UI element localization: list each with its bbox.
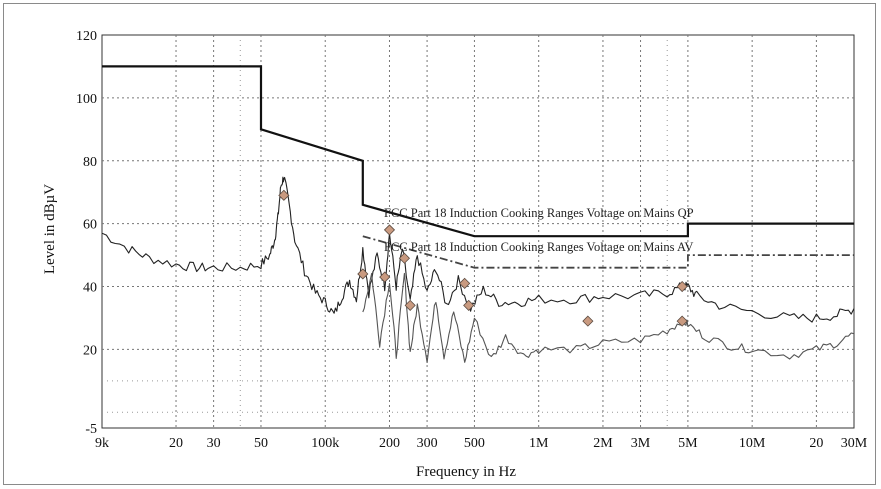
y-tick-label: -5	[85, 422, 97, 437]
emission-chart: 120 100 80 60 40 20 -5 9k 20 30 50 100k 200 300 500 1M…	[42, 29, 868, 480]
x-tick-label: 20	[169, 436, 183, 451]
measurement-marker	[459, 277, 471, 289]
measurement-marker	[676, 315, 688, 327]
x-tick-labels: 9k 20 30 50 100k 200 300 500 1M 2M 3M 5M 10M 20 30M	[95, 436, 868, 451]
y-tick-label: 60	[83, 218, 97, 233]
x-axis-title: Frequency in Hz	[416, 464, 516, 480]
measurement-marker	[398, 252, 411, 264]
measurement-marker	[676, 280, 688, 293]
x-tick-label: 50	[254, 436, 268, 451]
y-tick-label: 40	[83, 281, 97, 296]
limit-label-qp: FCC Part 18 Induction Cooking Ranges Vol…	[384, 206, 694, 220]
measurement-marker	[463, 299, 475, 311]
x-tick-label: 1M	[529, 436, 549, 451]
qp-limit-line	[102, 65, 854, 238]
x-tick-label: 30	[207, 436, 221, 451]
x-tick-label: 100k	[311, 436, 339, 451]
x-tick-label: 2M	[593, 436, 613, 451]
x-tick-label: 30M	[841, 436, 868, 451]
y-tick-label: 100	[76, 92, 97, 107]
x-tick-label: 20	[809, 436, 823, 451]
x-tick-label: 9k	[95, 436, 109, 451]
measurement-marker	[357, 268, 369, 280]
y-axis-title: Level in dBµV	[42, 184, 58, 274]
chart-frame: 120 100 80 60 40 20 -5 9k 20 30 50 100k 200 300 500 1M…	[3, 3, 876, 485]
average-trace	[362, 272, 854, 364]
y-tick-label: 80	[83, 155, 97, 170]
measurement-marker	[404, 299, 416, 311]
x-tick-label: 10M	[739, 436, 766, 451]
limit-label-av: FCC Part 18 Induction Cooking Ranges Vol…	[384, 240, 693, 254]
x-tick-label: 200	[379, 436, 400, 451]
measurement-marker	[379, 271, 391, 283]
y-tick-label: 20	[83, 343, 97, 358]
y-tick-label: 120	[76, 29, 97, 44]
x-tick-label: 300	[417, 436, 438, 451]
measurement-marker	[383, 224, 396, 236]
x-tick-label: 5M	[678, 436, 698, 451]
measurement-marker	[278, 189, 290, 201]
y-tick-labels: 120 100 80 60 40 20 -5	[76, 29, 97, 437]
plot-area	[101, 34, 855, 429]
x-tick-label: 500	[464, 436, 485, 451]
x-tick-label: 3M	[631, 436, 651, 451]
marker-layer	[278, 189, 688, 327]
measurement-marker	[582, 315, 594, 327]
